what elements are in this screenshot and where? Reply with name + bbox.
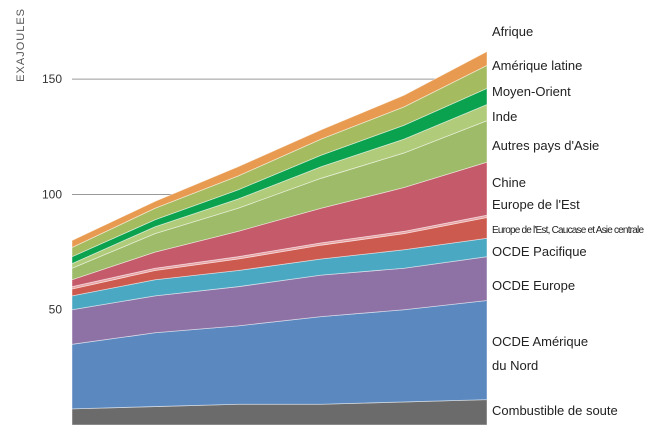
y-axis: EXAJOULES 50 100 150: [15, 8, 62, 317]
legend-label: Combustible de soute: [492, 403, 618, 418]
legend-label: OCDE Europe: [492, 278, 575, 293]
legend-label: Europe de l'Est, Caucase et Asie central…: [492, 225, 644, 236]
area-series-band: [71, 50, 488, 249]
y-tick-label: 150: [42, 72, 62, 86]
legend-label: Chine: [492, 175, 526, 190]
legend-label: Amérique latine: [492, 58, 582, 73]
legend-label: Europe de l'Est: [492, 197, 580, 212]
y-axis-label: EXAJOULES: [15, 8, 27, 82]
legend-label: Inde: [492, 109, 517, 124]
legend-label: Afrique: [492, 24, 533, 39]
legend-label: Autres pays d'Asie: [492, 138, 599, 153]
legend-label: OCDE Amérique du Nord: [492, 334, 588, 373]
area-series: [71, 50, 488, 426]
legend-label: OCDE Pacifique: [492, 244, 587, 259]
y-tick-label: 100: [42, 187, 62, 201]
legend-label: Moyen-Orient: [492, 84, 571, 99]
legend: Afrique Amérique latine Moyen-Orient Inde Au…: [492, 24, 644, 418]
y-tick-label: 50: [49, 303, 63, 317]
